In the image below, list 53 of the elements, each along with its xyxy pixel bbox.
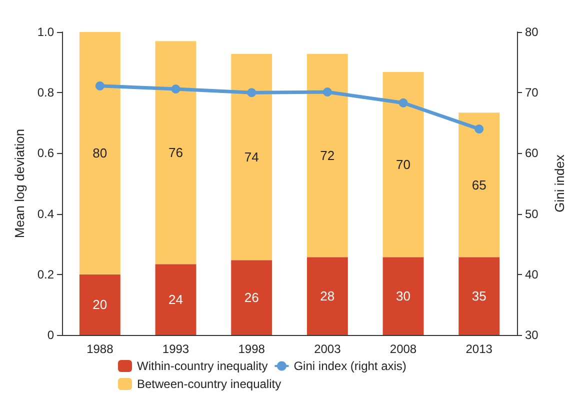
bar — [79, 274, 120, 335]
y2-axis-title: Gini index — [552, 154, 567, 212]
annotation: 30 — [396, 288, 410, 304]
annotation: 65 — [472, 177, 486, 192]
annotation: 28 — [320, 288, 335, 304]
y2-tick-label: 40 — [525, 267, 539, 282]
y2-tick-label: 80 — [525, 25, 539, 39]
y-tick-label: 0.8 — [37, 86, 54, 100]
point — [474, 124, 484, 134]
point — [322, 87, 332, 96]
annotation: 26 — [244, 290, 259, 306]
point — [398, 98, 408, 108]
annotation: 20 — [92, 297, 108, 312]
point — [171, 84, 180, 94]
y-tick-label: 0.4 — [37, 206, 54, 221]
x-tick-label: 2013 — [466, 342, 493, 356]
annotation: 80 — [92, 146, 108, 161]
annotation: 24 — [168, 292, 183, 308]
annotation: 35 — [472, 288, 486, 304]
x-tick-label: 1988 — [86, 342, 114, 356]
bar — [79, 32, 120, 274]
bar — [382, 257, 424, 335]
y-tick-label: 1.0 — [37, 25, 54, 39]
point — [247, 88, 256, 98]
annotation: 74 — [244, 149, 259, 164]
bar — [382, 72, 424, 258]
annotation: 76 — [168, 145, 183, 160]
annotation: 70 — [396, 157, 410, 172]
y2-tick-label: 50 — [525, 206, 539, 221]
point — [95, 81, 104, 90]
legend-label: Within-country inequality — [137, 359, 268, 373]
y-tick-label: 0.6 — [37, 146, 54, 160]
y2-tick-label: 60 — [525, 146, 539, 160]
bar — [155, 264, 196, 335]
x-tick-label: 2008 — [390, 342, 417, 356]
y-axis-title: Mean log deviation — [12, 128, 27, 238]
bar — [458, 112, 500, 258]
legend-label: Between-country inequality — [137, 377, 282, 391]
y2-tick-label: 70 — [525, 86, 539, 100]
bar — [306, 257, 348, 335]
annotation: 72 — [320, 148, 335, 163]
bar — [306, 54, 348, 258]
legend-label: Gini index (right axis) — [294, 359, 406, 373]
bar — [231, 260, 272, 335]
y-tick-label: 0.2 — [37, 267, 54, 282]
y2-tick-label: 30 — [525, 328, 539, 342]
x-tick-label: 2003 — [314, 342, 342, 356]
bar — [155, 41, 196, 264]
x-tick-label: 1998 — [238, 342, 266, 356]
bar — [231, 54, 272, 260]
bar — [458, 257, 500, 335]
y-tick-label: 0 — [47, 328, 54, 342]
x-tick-label: 1993 — [162, 342, 190, 356]
